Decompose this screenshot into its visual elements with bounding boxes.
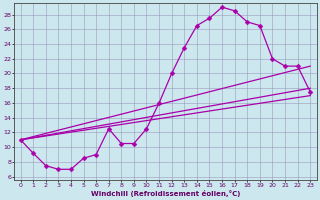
- X-axis label: Windchill (Refroidissement éolien,°C): Windchill (Refroidissement éolien,°C): [91, 190, 240, 197]
